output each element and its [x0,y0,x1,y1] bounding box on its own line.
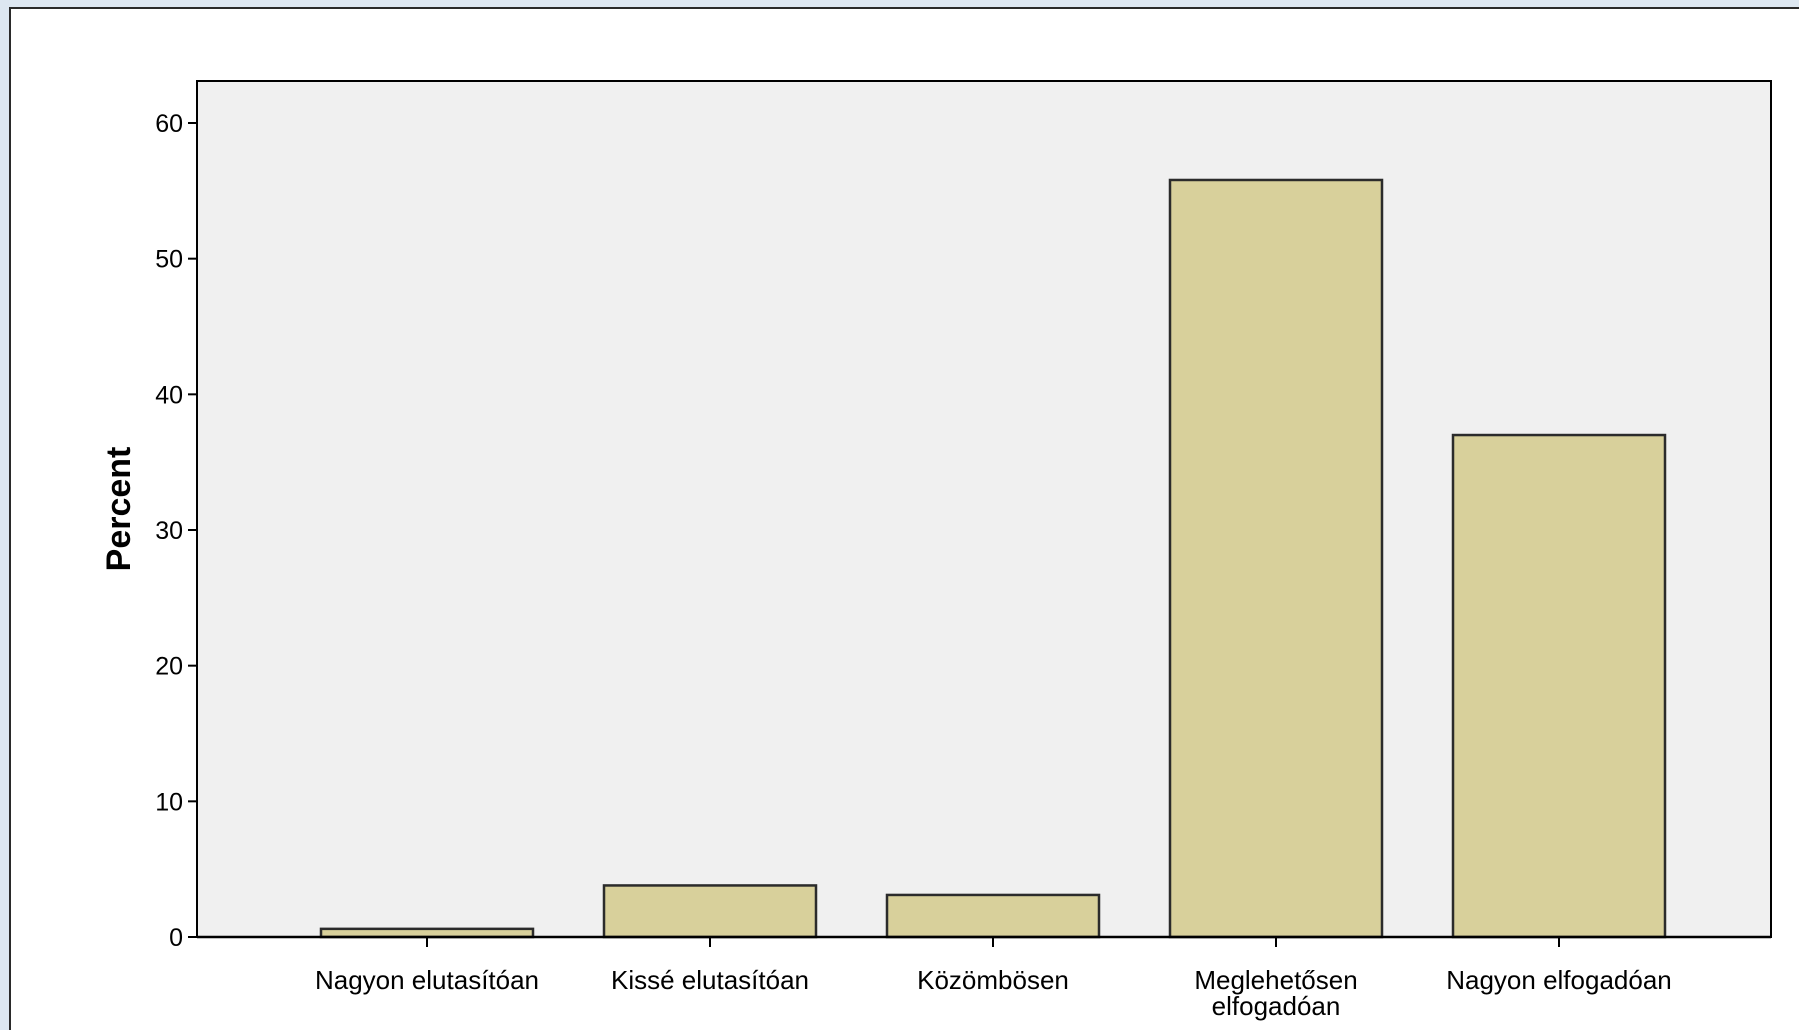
y-tick-label: 20 [155,653,183,681]
x-tick-label: elfogadóan [1212,991,1341,1021]
bar [1168,178,1384,939]
x-tick-label: Nagyon elutasítóan [315,965,539,995]
x-axis-ticks: Nagyon elutasítóan Kissé elutasítóan Közöm… [315,937,1672,1021]
y-tick-label: 50 [155,246,183,274]
bar [602,884,818,939]
chart-frame: 0 10 20 30 40 50 60 Nagyon elutasítóan Kissé el… [9,7,1799,1030]
y-axis-title: Percent [100,447,138,572]
y-tick-label: 60 [155,110,183,138]
y-tick-label: 0 [169,924,183,952]
y-tick-label: 10 [155,788,183,816]
x-tick-label: Kissé elutasítóan [611,965,809,995]
bar-chart: 0 10 20 30 40 50 60 Nagyon elutasítóan Kissé el… [100,80,1772,1021]
bar [1451,433,1667,939]
x-tick-label: Meglehetősen [1194,965,1357,995]
bars [319,178,1667,939]
y-axis-ticks: 0 10 20 30 40 50 60 [155,110,197,952]
x-tick-label: Nagyon elfogadóan [1446,965,1672,995]
bar [885,893,1101,939]
y-tick-label: 30 [155,517,183,545]
y-tick-label: 40 [155,381,183,409]
x-tick-label: Közömbösen [917,965,1069,995]
